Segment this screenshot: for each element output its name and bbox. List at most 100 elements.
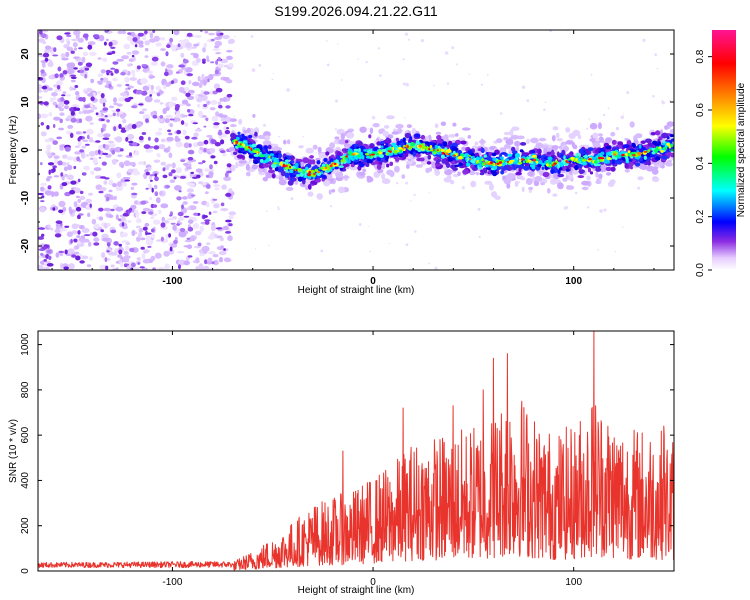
noise-blob-dark <box>143 144 151 150</box>
ridge-blob-5 <box>643 150 648 153</box>
sparse-dot <box>590 73 593 76</box>
ridge-blob-0 <box>278 175 284 182</box>
ridge-blob-3 <box>662 140 666 144</box>
ridge-blob-0 <box>605 137 613 143</box>
noise-blob-pale <box>193 43 200 47</box>
noise-blob-dark <box>175 104 180 109</box>
ridge-blob-5 <box>600 157 605 160</box>
noise-blob-pale <box>226 79 233 84</box>
ridge-blob-1 <box>435 139 443 145</box>
noise-blob-pale <box>46 144 52 151</box>
ridge-blob-1 <box>511 146 516 152</box>
noise-blob-dark <box>52 207 56 211</box>
noise-blob-dark <box>179 175 187 179</box>
noise-blob-pale <box>49 99 54 103</box>
sparse-dot <box>428 192 430 194</box>
ridge-blob-1 <box>389 161 394 166</box>
noise-blob-pale <box>191 81 200 87</box>
ridge-blob-0 <box>586 175 591 181</box>
ridge-blob-4 <box>311 169 315 174</box>
noise-blob-pale <box>115 206 124 212</box>
sparse-dot <box>468 73 471 75</box>
noise-blob-pale <box>198 181 204 185</box>
noise-blob-dark <box>190 171 195 175</box>
sparse-dot <box>478 235 481 238</box>
noise-blob-pale <box>226 49 233 53</box>
noise-blob-pale <box>206 202 210 208</box>
ridge-blob-0 <box>629 121 635 128</box>
ridge-blob-0 <box>474 141 479 146</box>
ridge-blob-0 <box>359 126 367 133</box>
noise-blob-pale <box>73 56 80 59</box>
sparse-dot <box>265 210 268 213</box>
noise-blob-dark <box>162 174 168 179</box>
noise-blob-pale <box>90 78 95 84</box>
noise-blob-pale <box>160 203 169 209</box>
noise-blob-pale <box>209 147 216 154</box>
ridge-blob-2 <box>454 164 460 168</box>
noise-blob-dark <box>87 134 90 140</box>
noise-blob-dark <box>75 107 81 112</box>
ridge-blob-0 <box>664 125 669 130</box>
ridge-blob-1 <box>436 135 442 140</box>
ridge-blob-4 <box>284 167 289 170</box>
ridge-blob-0 <box>264 135 271 139</box>
noise-blob-pale <box>193 53 199 59</box>
spectrogram-ridge-layer <box>228 114 674 200</box>
noise-blob-pale <box>156 153 161 158</box>
noise-blob-pale <box>131 182 138 186</box>
noise-blob-pale <box>188 182 195 187</box>
noise-blob-pale <box>180 67 188 71</box>
sparse-dot <box>262 123 267 127</box>
noise-blob-pale <box>38 255 43 259</box>
noise-blob-dark <box>78 47 83 50</box>
noise-blob-pale <box>136 225 141 229</box>
noise-blob-pale <box>71 38 78 42</box>
ridge-blob-4 <box>460 153 465 157</box>
noise-blob-pale <box>158 118 164 123</box>
colorbar-tick-label: 0.6 <box>695 103 706 117</box>
sparse-dot <box>233 115 235 118</box>
noise-blob-dark <box>225 231 232 234</box>
spectrogram-ytick-label: 0 <box>20 147 31 153</box>
ridge-blob-2 <box>654 156 661 161</box>
noise-blob-pale <box>121 55 129 60</box>
noise-blob-dark <box>77 230 81 235</box>
sparse-dot <box>335 99 338 103</box>
sparse-dot <box>414 230 417 233</box>
noise-blob-pale <box>90 170 95 175</box>
spectrogram-ylabel: Frequency (Hz) <box>8 116 19 185</box>
ridge-blob-2 <box>469 153 476 157</box>
noise-blob-pale <box>120 164 124 169</box>
ridge-blob-3 <box>381 148 387 153</box>
noise-blob-pale <box>82 139 89 142</box>
noise-blob-dark <box>151 56 159 62</box>
noise-blob-pale <box>74 151 81 155</box>
noise-blob-dark <box>38 192 44 196</box>
ridge-blob-0 <box>411 127 416 135</box>
noise-blob-pale <box>215 51 222 55</box>
ridge-blob-0 <box>555 132 560 138</box>
sparse-dot <box>404 32 408 36</box>
noise-blob-pale <box>123 160 131 167</box>
noise-blob-pale <box>54 229 61 234</box>
sparse-dot <box>407 38 410 41</box>
ridge-blob-1 <box>325 151 330 156</box>
ridge-blob-0 <box>406 164 410 169</box>
ridge-blob-1 <box>441 158 448 164</box>
noise-blob-pale <box>169 179 176 183</box>
noise-blob-pale <box>186 244 193 249</box>
noise-blob-dark <box>212 198 218 201</box>
noise-blob-pale <box>116 172 122 179</box>
noise-blob-dark <box>131 192 138 196</box>
sparse-dot <box>597 249 599 251</box>
noise-blob-dark <box>111 149 116 155</box>
noise-blob-dark <box>73 165 77 170</box>
ridge-blob-0 <box>369 127 374 134</box>
noise-blob-pale <box>194 129 203 132</box>
noise-blob-pale <box>67 248 75 255</box>
noise-blob-dark <box>92 231 98 237</box>
noise-blob-pale <box>103 133 111 138</box>
spectrogram-xtick-label: 100 <box>565 276 582 287</box>
ridge-blob-0 <box>470 180 477 188</box>
